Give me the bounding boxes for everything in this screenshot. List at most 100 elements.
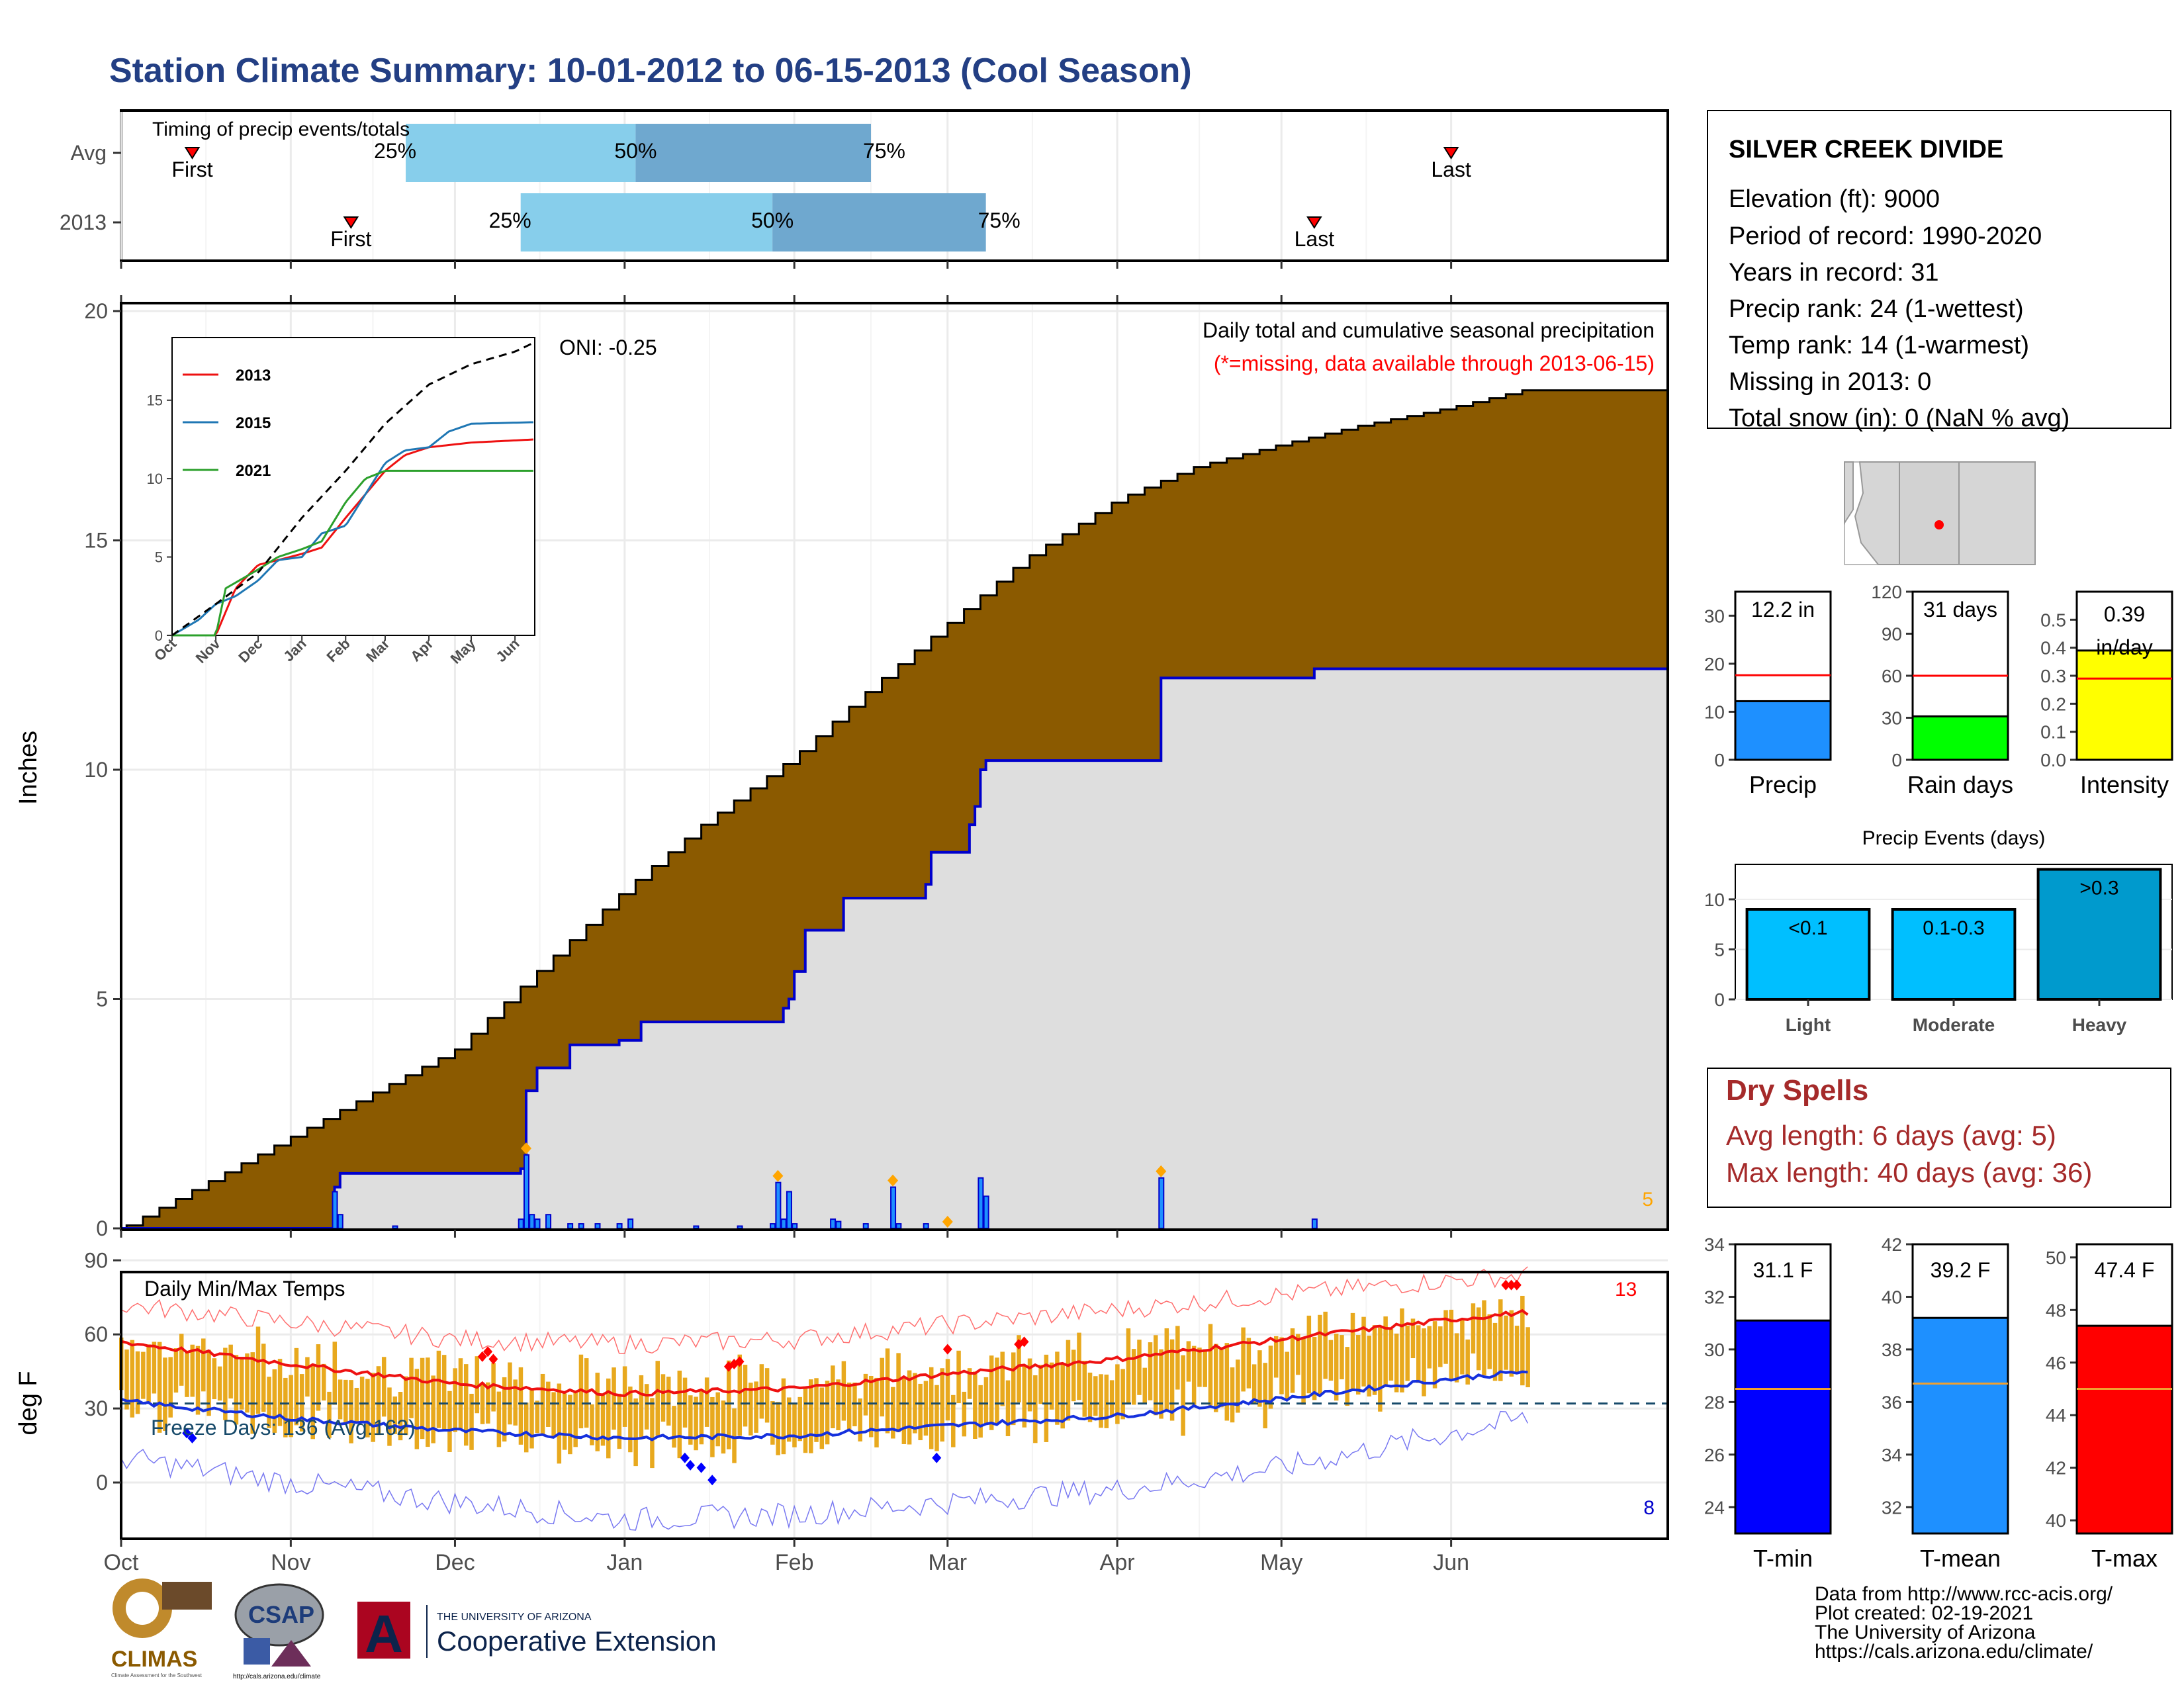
daily-temp-bar — [1087, 1372, 1093, 1422]
daily-temp-bar — [426, 1357, 430, 1447]
month-xtick-label-may: May — [1260, 1550, 1302, 1575]
daily-precip-bar — [890, 1186, 897, 1230]
daily-temp-bar — [995, 1357, 999, 1424]
temps-panel-frame — [120, 1271, 1669, 1540]
inset-frame — [171, 337, 535, 636]
precip-panel-frame — [120, 302, 1669, 1231]
daily-temp-bar — [694, 1396, 698, 1451]
avg-min-line — [120, 1370, 1528, 1441]
daily-temp-bar — [305, 1357, 310, 1397]
daily-temp-bar — [704, 1377, 709, 1427]
daily-temp-bar — [1159, 1349, 1163, 1419]
daily-temp-bar — [458, 1358, 463, 1430]
timing-title: Timing of precip events/totals — [152, 118, 410, 140]
daily-temp-bar — [1394, 1333, 1399, 1393]
precip-events-chart: Precip Events (days) 0 5 10 <0.1 Light 0.1-0.3… — [1704, 827, 2173, 1035]
daily-temp-bar — [1350, 1312, 1355, 1391]
daily-temp-bar — [759, 1364, 764, 1419]
daily-temp-bar — [1312, 1337, 1317, 1400]
summary-temp-bars: 24 26 28 30 32 34 31.1 F T-min 32 34 36 38 40 42 39.2 … — [1704, 1234, 2173, 1572]
tmax-ytick-label: 50 — [2046, 1248, 2066, 1268]
daily-temp-bar — [1230, 1367, 1235, 1423]
csap-bars — [244, 1638, 270, 1665]
month-xtick-label-mar: Mar — [928, 1550, 967, 1575]
daily-temp-bar — [349, 1380, 353, 1443]
daily-temp-bar — [496, 1391, 502, 1447]
daily-temp-bar — [1203, 1349, 1207, 1387]
daily-temp-bar — [803, 1388, 808, 1453]
hot-day-marker — [735, 1356, 745, 1367]
events-ytick-label: 5 — [1714, 939, 1725, 960]
daily-temp-bar — [1191, 1346, 1197, 1405]
daily-temp-bar — [1285, 1351, 1290, 1400]
tmean-ytick-label: 38 — [1882, 1340, 1902, 1360]
daily-temp-bar — [414, 1369, 420, 1449]
daily-temp-bar — [568, 1394, 572, 1455]
daily-temp-bar — [1251, 1364, 1257, 1404]
precip-total-ytick-label: 20 — [1704, 654, 1725, 674]
timing-2013-q2-bar — [520, 193, 773, 251]
daily-temp-bar — [1438, 1326, 1443, 1367]
footer-data-source: Data from http://www.rcc-acis.org/ — [1815, 1583, 2113, 1605]
daily-temp-bar — [250, 1352, 255, 1434]
daily-precip-bar — [780, 1218, 787, 1230]
daily-temp-bar — [732, 1408, 737, 1463]
csap-logo: CSAP http://cals.arizona.edu/climate — [233, 1583, 324, 1680]
daily-temp-bar — [612, 1367, 616, 1430]
daily-temp-bar — [491, 1363, 496, 1412]
timing-Avg-p75-label: 75% — [863, 139, 905, 163]
ua-extension: Cooperative Extension — [437, 1625, 717, 1657]
daily-temp-bar — [1049, 1362, 1054, 1410]
daily-temp-bar — [234, 1355, 239, 1425]
timing-row-label-2013: 2013 — [60, 210, 107, 234]
daily-temp-bar — [940, 1368, 944, 1442]
daily-temp-bar — [261, 1344, 266, 1412]
daily-temp-bar — [743, 1365, 748, 1427]
daily-temp-bar — [945, 1359, 950, 1421]
daily-temp-bar — [1465, 1339, 1470, 1385]
daily-precip-bar — [862, 1223, 869, 1229]
daily-temp-bar — [617, 1393, 622, 1449]
daily-precip-bar — [518, 1218, 524, 1230]
daily-temp-bar — [404, 1376, 408, 1436]
daily-temp-bar — [666, 1377, 671, 1426]
station-precip-rank: Precip rank: 24 (1-wettest) — [1729, 295, 2024, 323]
temps-ytick-label: 0 — [96, 1471, 108, 1494]
daily-temp-bar — [639, 1375, 644, 1439]
intensity-ytick-label: 0.0 — [2040, 750, 2066, 770]
hot-day-marker — [477, 1351, 487, 1362]
daily-temp-bar — [1306, 1315, 1312, 1394]
ua-logo: A THE UNIVERSITY OF ARIZONA Cooperative … — [357, 1602, 717, 1663]
station-temp-rank: Temp rank: 14 (1-warmest) — [1729, 332, 2029, 359]
daily-temp-bar — [1443, 1310, 1448, 1364]
inset-line-2013 — [172, 438, 533, 637]
precip-total-ytick-label: 0 — [1714, 750, 1725, 770]
daily-temp-bar — [1268, 1346, 1273, 1409]
daily-temp-bar — [726, 1360, 731, 1449]
inset-line-2021 — [172, 469, 533, 637]
daily-temp-bar — [1422, 1328, 1426, 1396]
daily-temp-bar — [294, 1348, 299, 1426]
csap-word: CSAP — [248, 1601, 314, 1628]
daily-temp-bar — [1066, 1340, 1071, 1421]
daily-temp-bar — [475, 1356, 480, 1414]
daily-precip-marker — [772, 1169, 784, 1182]
daily-precip-bar — [792, 1223, 798, 1229]
intensity-unit-label: in/day — [2096, 635, 2152, 659]
tmin-ytick-label: 34 — [1704, 1234, 1725, 1255]
hot-count: 13 — [1615, 1279, 1637, 1301]
timing-Avg-last-label: Last — [1431, 158, 1471, 181]
daily-temp-bar — [764, 1368, 770, 1423]
daily-temp-bar — [956, 1350, 961, 1404]
daily-temp-bar — [1060, 1364, 1065, 1429]
station-years: Years in record: 31 — [1729, 259, 1939, 287]
record-max-line — [120, 1266, 1528, 1354]
daily-temp-bar — [409, 1357, 414, 1418]
tmean-ytick-label: 34 — [1882, 1445, 1902, 1465]
daily-temp-bar — [660, 1374, 666, 1422]
daily-temp-bar — [217, 1366, 222, 1401]
daily-temp-bar — [874, 1377, 879, 1447]
events-ytick-label: 10 — [1704, 890, 1725, 910]
daily-temp-bar — [1017, 1335, 1021, 1402]
